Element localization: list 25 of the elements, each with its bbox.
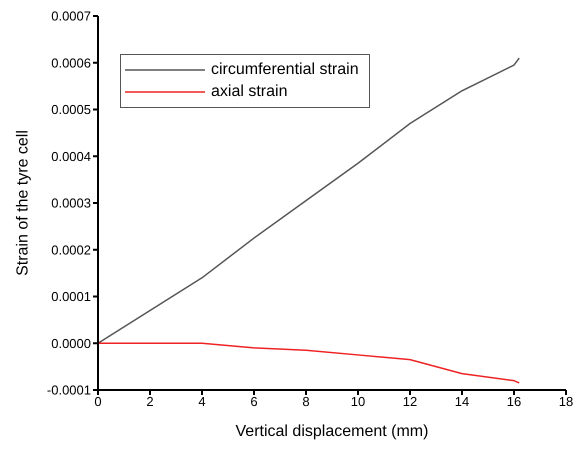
legend-label: axial strain	[211, 82, 288, 102]
y-tick-label: 0.0003	[51, 196, 91, 211]
x-tick-label: 4	[198, 394, 206, 410]
y-axis-title: Strain of the tyre cell	[14, 130, 32, 276]
legend-label: circumferential strain	[211, 60, 359, 80]
line-series	[98, 342, 520, 384]
x-tick-label: 12	[402, 394, 418, 410]
x-axis-title: Vertical displacement (mm)	[236, 423, 428, 440]
y-tick-label: 0.0001	[51, 289, 91, 304]
y-tick-label: 0.0000	[51, 336, 91, 351]
x-tick-label: 8	[302, 394, 310, 410]
x-tick-label: 16	[506, 394, 522, 410]
x-tick-label: 6	[250, 394, 258, 410]
y-tick-label: 0.0002	[51, 242, 91, 258]
x-tick-label: 14	[454, 394, 470, 410]
x-tick-label: 10	[350, 394, 366, 410]
y-tick-label: 0.0006	[51, 55, 91, 70]
x-tick-label: 0	[94, 394, 102, 410]
y-tick-label: 0.0007	[51, 8, 91, 24]
x-tick-label: 18	[558, 394, 574, 410]
y-tick-label: 0.0004	[51, 148, 91, 164]
x-tick-label: 2	[146, 394, 154, 410]
line-series	[98, 57, 520, 344]
y-tick-label: 0.0005	[51, 102, 91, 118]
y-tick-label: -0.0001	[46, 382, 91, 398]
